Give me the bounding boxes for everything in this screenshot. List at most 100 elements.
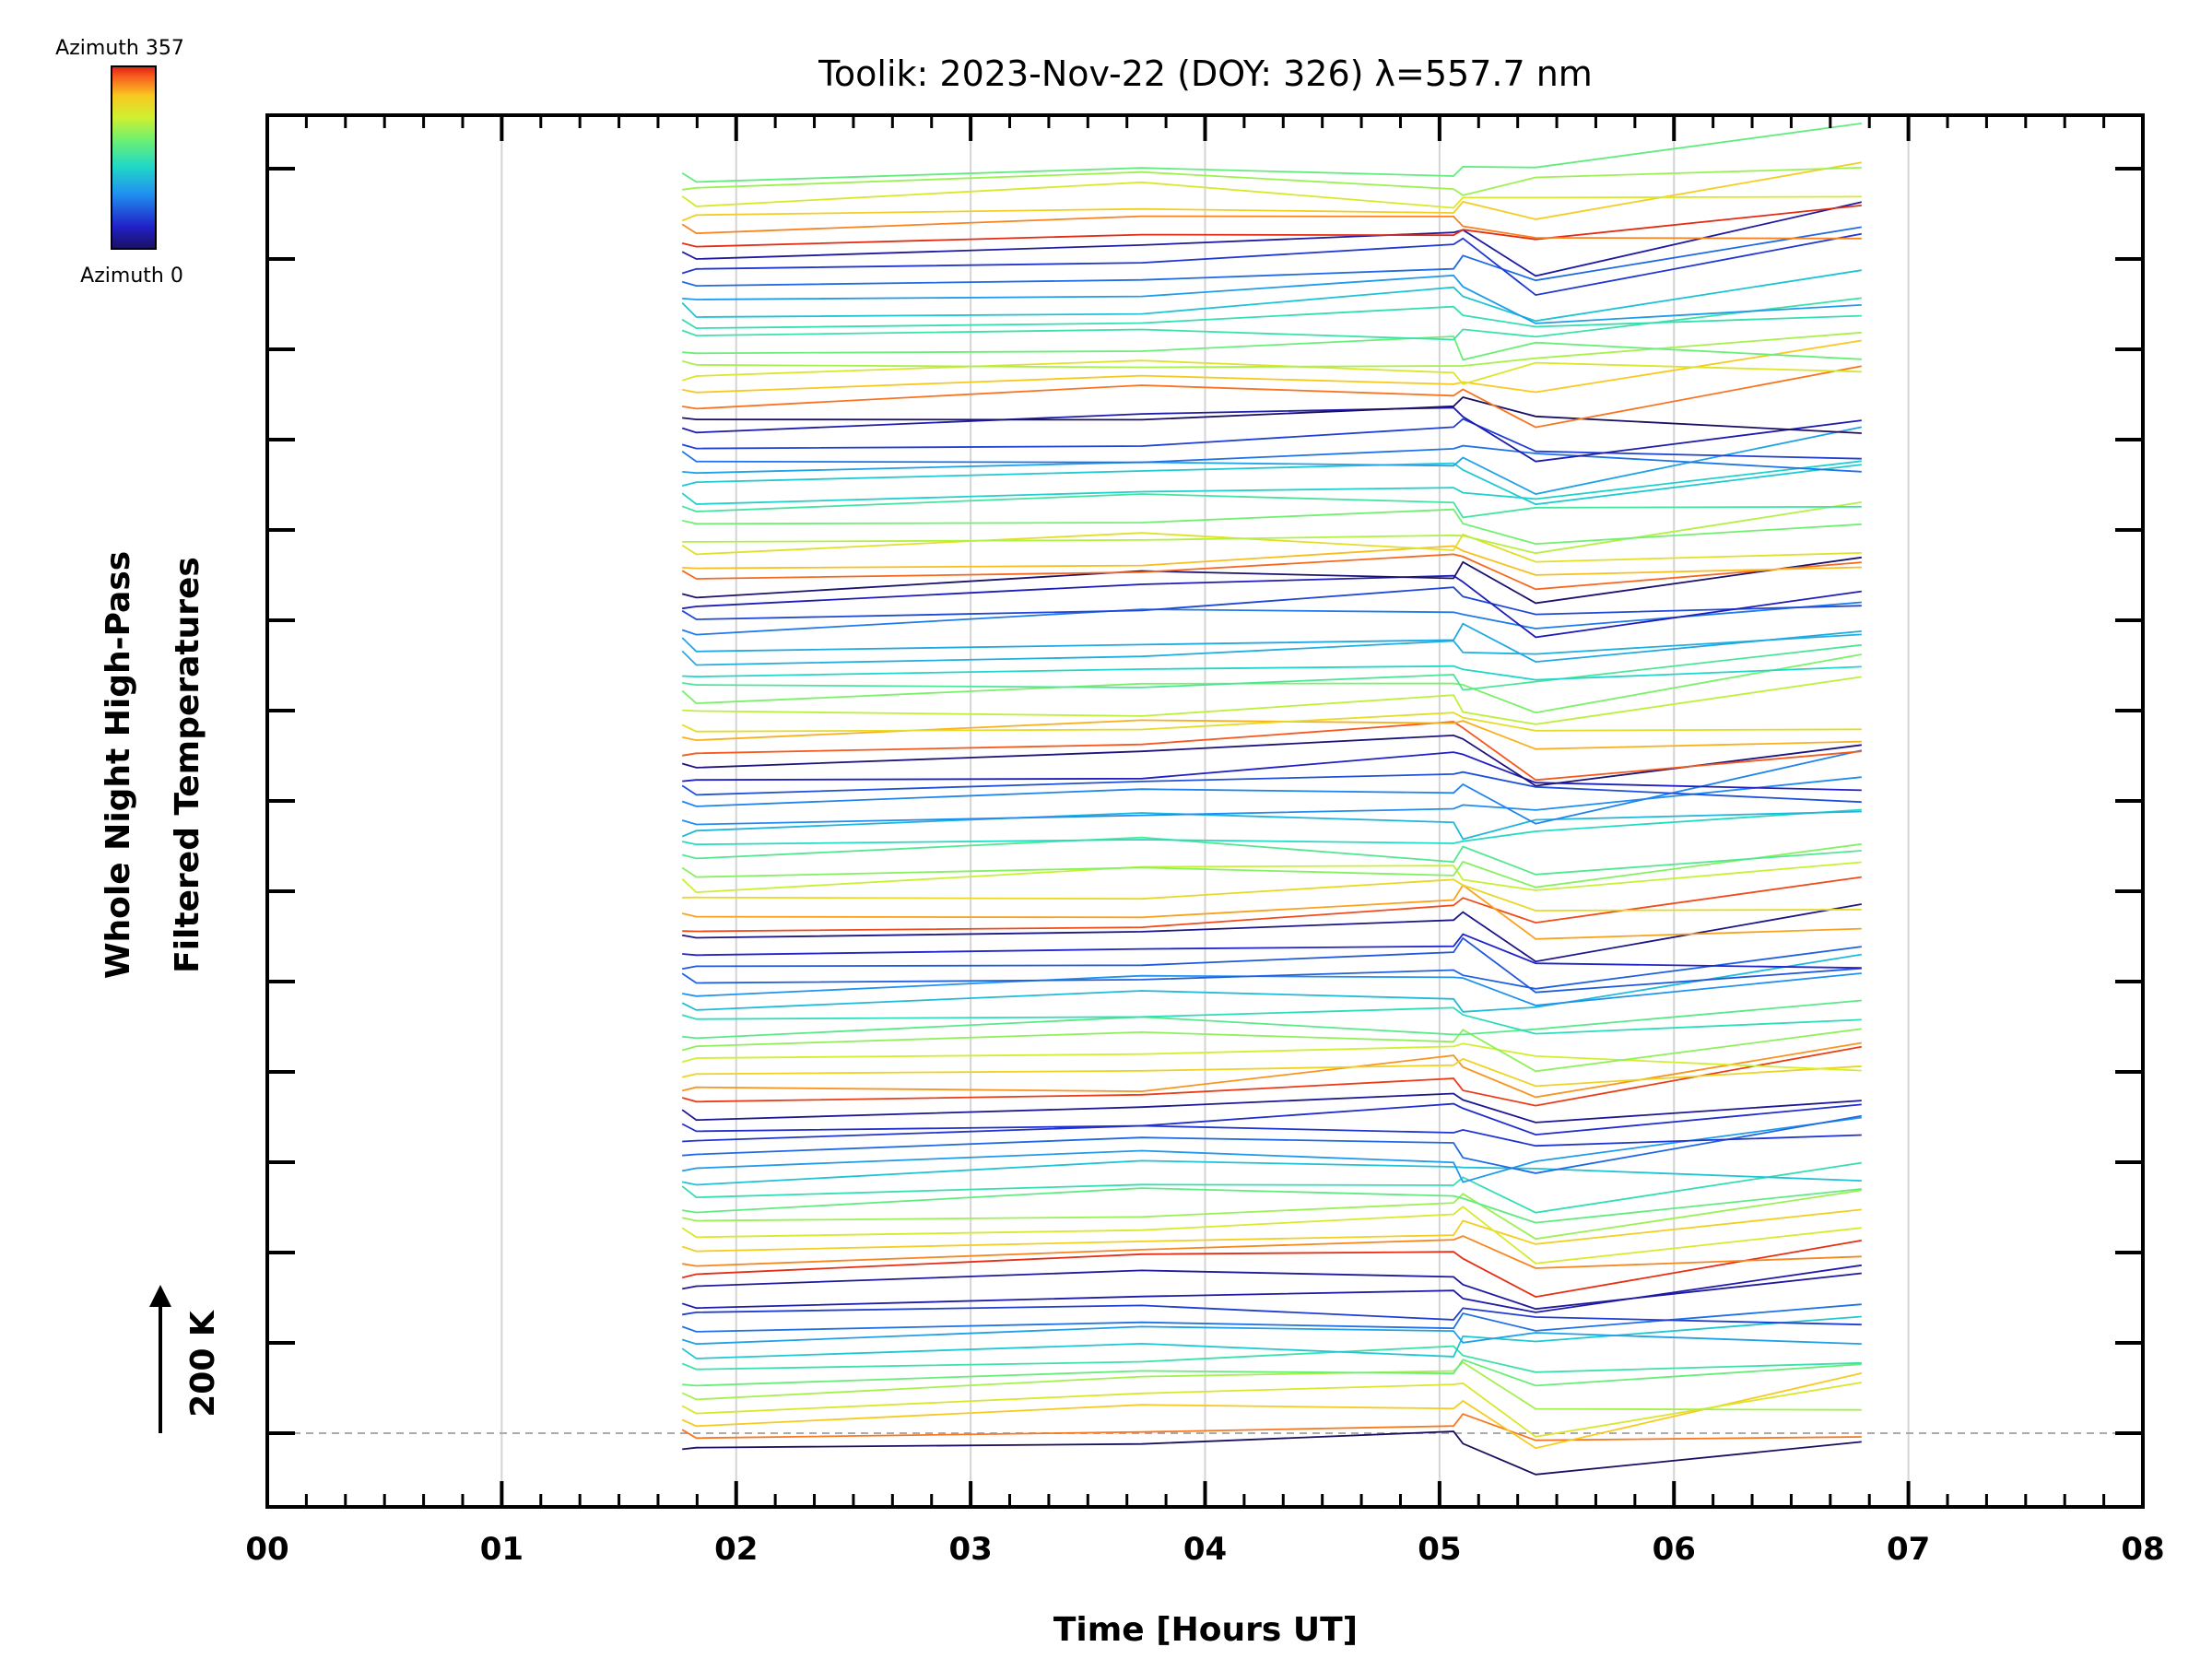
trace-line xyxy=(681,653,1862,714)
trace-line xyxy=(681,633,1862,666)
x-tick-label-01: 01 xyxy=(480,1531,524,1568)
scale-arrow-head xyxy=(149,1285,171,1307)
trace-line xyxy=(681,1303,1862,1333)
trace-line xyxy=(682,574,1862,639)
trace-line xyxy=(682,396,1862,434)
trace-line xyxy=(681,508,1862,546)
trace-line xyxy=(681,1042,1862,1072)
trace-line xyxy=(681,1161,1862,1214)
trace-line xyxy=(681,406,1862,463)
trace-line xyxy=(681,462,1862,506)
y-axis-label-line1: Whole Night High-Pass xyxy=(100,551,137,979)
trace-line xyxy=(682,339,1862,394)
trace-line xyxy=(681,305,1862,330)
trace-line xyxy=(681,359,1862,385)
trace-line xyxy=(682,751,1862,792)
trace-line xyxy=(681,1092,1862,1124)
trace-line xyxy=(681,776,1862,826)
x-axis-label: Time [Hours UT] xyxy=(1053,1611,1358,1649)
trace-line xyxy=(682,167,1862,196)
trace-line xyxy=(681,810,1862,841)
trace-line xyxy=(681,586,1862,620)
trace-line xyxy=(681,1315,1862,1359)
x-tick-label-08: 08 xyxy=(2121,1531,2164,1568)
trace-line xyxy=(681,1208,1862,1253)
trace-line xyxy=(682,676,1862,725)
trace-line xyxy=(682,1304,1862,1326)
trace-line xyxy=(681,884,1862,940)
axis-ticks xyxy=(265,115,2145,1507)
trace-line xyxy=(681,1382,1862,1438)
trace-line xyxy=(681,771,1862,804)
trace-line xyxy=(682,1114,1862,1174)
trace-line xyxy=(681,953,1862,1013)
trace-line xyxy=(681,493,1862,519)
trace-line xyxy=(681,861,1862,894)
trace-line xyxy=(682,903,1862,963)
trace-line xyxy=(682,1159,1862,1186)
trace-line xyxy=(682,1430,1862,1476)
trace-line xyxy=(681,622,1862,664)
trace-line xyxy=(681,205,1862,248)
trace-line xyxy=(682,426,1862,495)
trace-line xyxy=(682,721,1862,782)
trace-line xyxy=(682,1187,1862,1224)
scale-label: 200 K xyxy=(184,1310,222,1418)
trace-line xyxy=(681,1102,1862,1136)
trace-line xyxy=(681,201,1862,277)
x-tick-label-07: 07 xyxy=(1887,1531,1930,1568)
trace-line xyxy=(681,161,1862,222)
trace-line xyxy=(681,1361,1862,1411)
trace-lines xyxy=(681,123,1863,1476)
trace-line xyxy=(681,1028,1862,1073)
x-tick-label-04: 04 xyxy=(1183,1531,1227,1568)
trace-line xyxy=(681,331,1862,369)
colorbar-gradient xyxy=(111,65,157,250)
trace-line xyxy=(681,123,1862,183)
trace-line xyxy=(682,719,1862,750)
trace-line xyxy=(682,665,1862,681)
trace-line xyxy=(682,1359,1862,1387)
trace-line xyxy=(682,936,1862,994)
trace-line xyxy=(682,1189,1862,1241)
x-tick-label-00: 00 xyxy=(245,1531,288,1568)
trace-line xyxy=(681,269,1862,323)
colorbar: Azimuth 357 Azimuth 0 xyxy=(55,37,184,288)
trace-line xyxy=(682,808,1862,846)
trace-line xyxy=(682,876,1862,933)
trace-line xyxy=(681,556,1862,605)
x-tick-label-06: 06 xyxy=(1653,1531,1696,1568)
trace-line xyxy=(681,1041,1862,1099)
trace-line xyxy=(681,836,1862,876)
trace-line xyxy=(681,1372,1863,1450)
trace-line xyxy=(681,226,1862,288)
trace-line xyxy=(682,972,1862,1006)
trace-line xyxy=(681,181,1862,209)
colorbar-bottom-label: Azimuth 0 xyxy=(80,265,183,288)
trace-line xyxy=(681,946,1862,990)
trace-line xyxy=(681,1057,1862,1088)
trace-line xyxy=(682,545,1862,576)
trace-line xyxy=(681,1206,1862,1265)
gridlines xyxy=(500,115,1910,1507)
x-tick-label-02: 02 xyxy=(714,1531,758,1568)
trace-line xyxy=(682,999,1862,1040)
x-tick-labels: 00 01 02 03 04 05 06 07 08 xyxy=(245,1531,2164,1568)
trace-line xyxy=(681,418,1862,460)
trace-line xyxy=(681,1413,1862,1441)
trace-line xyxy=(682,335,1862,361)
trace-line xyxy=(681,553,1862,591)
trace-line xyxy=(681,1240,1862,1299)
trace-line xyxy=(682,1269,1862,1311)
trace-line xyxy=(681,1325,1862,1346)
trace-line xyxy=(682,1124,1862,1147)
trace-line xyxy=(681,749,1862,825)
trace-line xyxy=(681,1006,1862,1035)
trace-line xyxy=(682,1235,1862,1269)
colorbar-top-label: Azimuth 357 xyxy=(55,37,184,60)
trace-line xyxy=(681,1264,1862,1313)
trace-line xyxy=(681,215,1862,240)
trace-line xyxy=(681,601,1862,636)
trace-line xyxy=(682,1116,1862,1183)
trace-line xyxy=(682,878,1862,912)
